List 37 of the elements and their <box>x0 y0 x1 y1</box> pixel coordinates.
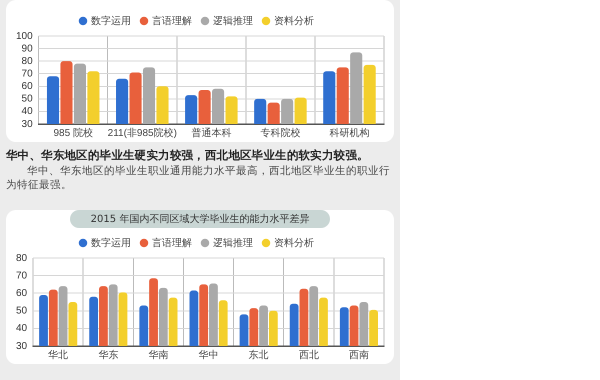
x-tick-label: 科研机构 <box>329 126 370 139</box>
y-tick-label: 30 <box>16 341 28 352</box>
x-tick-label: 专科院校 <box>260 126 300 139</box>
legend-label: 资料分析 <box>274 237 314 250</box>
legend-label: 逻辑推理 <box>213 237 253 250</box>
legend-label: 资料分析 <box>274 14 314 27</box>
x-tick-label: 华中 <box>198 349 219 362</box>
text: 华中、华东地区的毕业生职业通用能力水平最高，西北地区毕业生的职业行为特征最强。 <box>6 164 391 192</box>
y-tick-label: 70 <box>16 270 28 282</box>
legend-label: 言语理解 <box>152 14 192 27</box>
y-tick-label: 80 <box>22 56 34 67</box>
y-tick-label: 100 <box>16 30 34 42</box>
y-tick-label: 70 <box>22 68 34 80</box>
x-tick-label: 华东 <box>98 349 118 362</box>
y-tick-label: 40 <box>22 106 34 118</box>
chart-title: 2015 年国内不同区域大学毕业生的能力水平差异 <box>70 210 330 228</box>
x-tick-label: 普通本科 <box>191 126 232 139</box>
x-tick-label: 东北 <box>248 349 269 362</box>
legend-label: 逻辑推理 <box>213 14 253 27</box>
x-tick-label: 华北 <box>48 349 68 362</box>
y-tick-label: 30 <box>22 118 34 130</box>
y-tick-label: 60 <box>16 288 28 300</box>
x-tick-label: 211(非985院校) <box>108 126 177 139</box>
x-tick-label: 华南 <box>148 349 168 362</box>
y-tick-label: 60 <box>22 81 34 92</box>
y-tick-label: 50 <box>22 94 34 105</box>
legend-label: 言语理解 <box>152 237 192 250</box>
text: 华中、华东地区的毕业生硬实力较强，西北地区毕业生的软实力较强。 <box>6 148 370 163</box>
x-tick-label: 西北 <box>298 349 319 362</box>
y-tick-label: 50 <box>16 306 28 317</box>
y-tick-label: 80 <box>16 253 28 264</box>
legend-label: 数字运用 <box>91 14 131 27</box>
legend-label: 数字运用 <box>91 237 131 250</box>
x-tick-label: 985 院校 <box>53 126 93 139</box>
y-tick-label: 40 <box>16 323 28 334</box>
y-tick-label: 90 <box>22 43 34 54</box>
x-tick-label: 西南 <box>348 349 369 362</box>
